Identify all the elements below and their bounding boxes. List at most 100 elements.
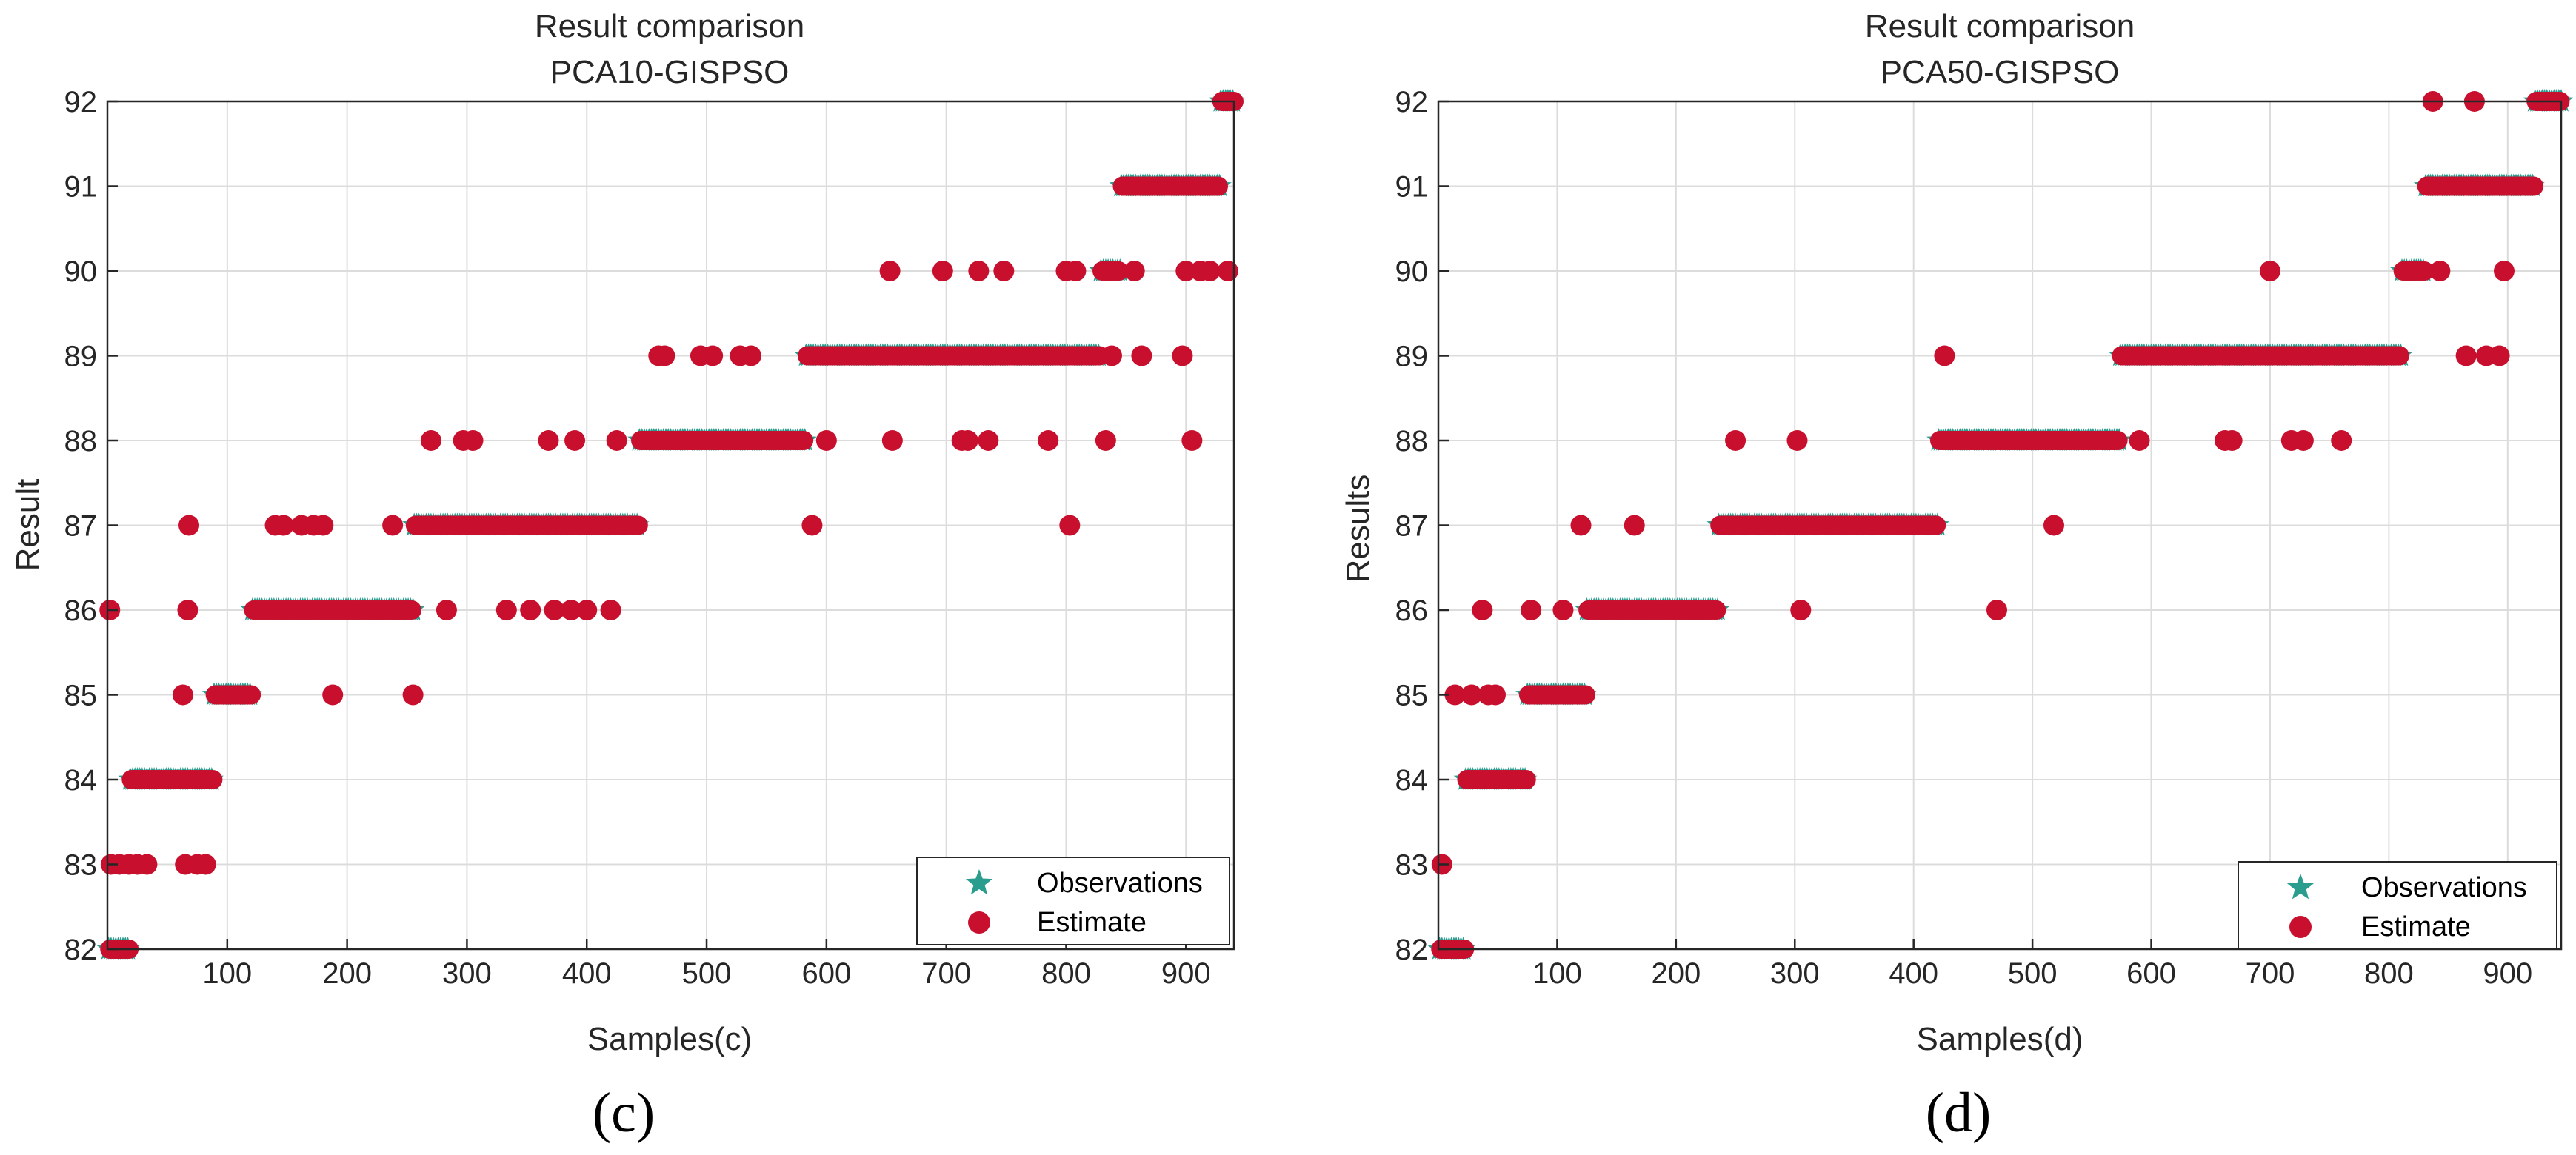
estimate-point [1521, 600, 1542, 620]
estimate-point [520, 600, 541, 620]
estimate-point [879, 261, 901, 281]
x-tick-label: 100 [202, 957, 252, 990]
estimate-point [2415, 261, 2435, 281]
estimate-point [495, 600, 517, 620]
x-tick-label: 800 [1041, 957, 1091, 990]
y-tick-label: 91 [1395, 171, 1429, 204]
estimate-point [1131, 345, 1152, 366]
estimate-point [436, 600, 457, 620]
estimate-point [1172, 345, 1193, 366]
estimate-point [2455, 345, 2477, 366]
x-tick-label: 100 [1532, 957, 1582, 990]
estimate-point [241, 685, 261, 705]
legend-box [2238, 861, 2557, 950]
panel-label-d: (d) [1926, 1082, 1992, 1144]
y-tick-label: 89 [1395, 341, 1429, 373]
y-tick-label: 90 [64, 255, 98, 288]
estimate-point [2429, 261, 2451, 281]
estimate-point [801, 515, 823, 536]
legend: Observations Estimate [916, 857, 1230, 945]
estimate-point [815, 430, 837, 451]
estimate-point [420, 430, 441, 451]
y-axis-ticks: 82 83 84 85 86 87 88 89 90 91 92 [1395, 86, 1449, 966]
y-tick-label: 87 [1395, 510, 1429, 543]
panel-label-c: (c) [593, 1082, 655, 1144]
y-tick-label: 91 [64, 171, 98, 204]
chart-title: Result comparison [535, 8, 804, 44]
estimate-point [1926, 515, 1946, 535]
estimate-point [2221, 430, 2243, 451]
estimate-point [932, 261, 953, 281]
estimate-point [273, 515, 294, 536]
y-tick-label: 85 [64, 680, 98, 712]
estimate-point [654, 345, 675, 366]
legend-estimate-marker [968, 911, 990, 934]
y-tick-label: 92 [64, 86, 98, 118]
estimate-point [576, 600, 598, 620]
legend-estimate-marker [2289, 916, 2312, 938]
estimate-point [1217, 261, 1238, 281]
estimate-point [2524, 176, 2544, 196]
estimate-point [561, 600, 582, 620]
estimate-point [1472, 600, 1493, 620]
y-tick-label: 82 [1395, 934, 1429, 966]
observations-series [1427, 89, 2574, 960]
y-tick-label: 88 [64, 425, 98, 458]
x-tick-label: 400 [1889, 957, 1938, 990]
estimate-point [1461, 684, 1482, 706]
estimate-point [2043, 515, 2064, 536]
y-tick-label: 83 [64, 849, 98, 882]
estimate-point [1065, 261, 1087, 281]
estimate-point [1516, 770, 1536, 789]
estimate-point [2331, 430, 2352, 451]
estimate-point [1444, 684, 1466, 706]
estimate-point [2489, 345, 2510, 366]
estimate-point [628, 515, 648, 535]
estimate-point [538, 430, 559, 451]
estimate-point [1485, 684, 1506, 706]
estimate-point [172, 684, 193, 706]
estimate-point [1059, 515, 1081, 536]
y-axis-label: Results [1340, 475, 1376, 583]
y-tick-label: 83 [1395, 849, 1429, 882]
estimate-point [1786, 430, 1808, 451]
x-tick-label: 800 [2364, 957, 2414, 990]
estimate-point [1199, 261, 1221, 281]
estimate-point [178, 515, 200, 536]
x-tick-label: 300 [442, 957, 492, 990]
x-tick-label: 900 [2483, 957, 2532, 990]
estimate-point [462, 430, 484, 451]
estimate-point [401, 600, 421, 620]
estimate-point [2259, 261, 2280, 281]
estimate-point [702, 345, 724, 366]
estimate-point [978, 430, 999, 451]
y-tick-label: 82 [64, 934, 98, 966]
chart-subtitle: PCA50-GISPSO [1881, 54, 2120, 90]
x-tick-label: 200 [1651, 957, 1701, 990]
estimate-point [313, 515, 334, 536]
estimate-series [99, 92, 1244, 959]
estimate-point [1575, 685, 1595, 705]
y-tick-label: 85 [1395, 680, 1429, 712]
y-tick-label: 92 [1395, 86, 1429, 118]
estimate-point [1208, 176, 1228, 196]
estimate-point [881, 430, 903, 451]
y-axis-ticks: 82 83 84 85 86 87 88 89 90 91 92 [64, 86, 118, 966]
y-tick-label: 84 [1395, 764, 1429, 797]
legend: Observations Estimate [2238, 861, 2557, 950]
estimate-point [1181, 430, 1203, 451]
estimate-point [600, 600, 621, 620]
x-tick-label: 600 [2126, 957, 2176, 990]
y-tick-label: 88 [1395, 425, 1429, 458]
estimate-point [2129, 430, 2150, 451]
estimate-point [195, 854, 216, 875]
x-tick-label: 900 [1161, 957, 1211, 990]
chart-subtitle: PCA10-GISPSO [550, 54, 790, 90]
estimate-point [2292, 430, 2314, 451]
estimate-point [322, 684, 344, 706]
x-axis-ticks: 100 200 300 400 500 600 700 800 900 [202, 939, 1211, 990]
estimate-point [1986, 600, 2007, 620]
estimate-point [1109, 261, 1129, 281]
estimate-point [177, 600, 198, 620]
